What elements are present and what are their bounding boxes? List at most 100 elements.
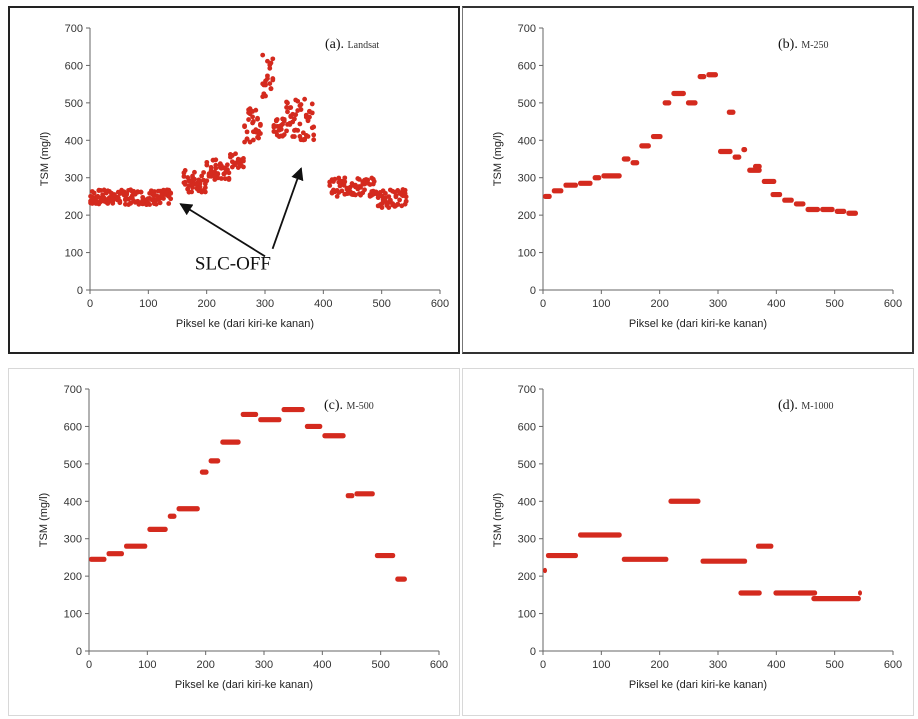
data-point: [226, 175, 232, 181]
data-point: [204, 159, 210, 165]
x-tick-label: 600: [884, 298, 902, 310]
data-point: [250, 114, 255, 120]
data-point: [267, 65, 273, 71]
data-point: [284, 128, 289, 134]
data-point: [270, 76, 276, 81]
y-tick-label: 700: [65, 23, 83, 35]
data-point: [241, 158, 246, 164]
chart-svg: 0 100 200 300 400 500 600 700 0 100 200 300 400 500 60…: [492, 384, 902, 691]
data-point: [224, 162, 230, 168]
data-segment: [545, 552, 578, 559]
y-tick-label: 100: [518, 609, 536, 621]
annotation-arrow: [179, 203, 266, 258]
data-point: [192, 169, 197, 175]
data-point: [339, 188, 345, 194]
data-point: [270, 56, 276, 62]
data-point: [253, 107, 259, 113]
data-point: [192, 176, 197, 182]
data-point: [356, 176, 362, 182]
y-tick-label: 0: [77, 285, 83, 297]
data-point: [297, 121, 303, 127]
x-tick-label: 100: [139, 298, 157, 310]
x-tick-label: 600: [430, 659, 448, 671]
data-point: [218, 176, 224, 181]
data-point: [278, 126, 284, 132]
data-point: [91, 190, 97, 196]
y-tick-label: 200: [65, 210, 83, 222]
data-segment: [322, 433, 346, 439]
x-tick-label: 500: [372, 298, 390, 310]
y-tick-label: 600: [64, 421, 82, 433]
x-tick-label: 0: [540, 659, 546, 671]
data-point: [117, 200, 123, 206]
data-point: [242, 124, 247, 130]
data-segment: [578, 180, 593, 186]
x-tick-label: 0: [86, 659, 92, 671]
data-point: [168, 190, 174, 196]
data-point: [327, 183, 333, 188]
data-point: [267, 81, 273, 86]
data-point: [147, 202, 153, 207]
data-point: [393, 193, 399, 199]
data-point: [307, 114, 312, 120]
data-point: [222, 176, 228, 182]
data-segment: [773, 590, 818, 596]
data-segment: [220, 439, 241, 445]
data-segment: [240, 411, 259, 418]
data-point: [362, 187, 367, 193]
panel-label: (c). M-500: [324, 398, 374, 413]
data-point: [182, 179, 188, 185]
data-segment: [147, 526, 168, 532]
data-segment: [650, 133, 663, 140]
data-segment: [706, 72, 718, 78]
data-point: [309, 110, 315, 116]
annotation-arrow: [271, 167, 304, 250]
data-point: [263, 93, 268, 99]
data-point: [138, 189, 144, 195]
data-point: [298, 102, 304, 107]
data-segment: [782, 197, 794, 203]
data-point: [292, 134, 297, 139]
data-segment: [858, 590, 862, 596]
data-segment: [846, 210, 858, 216]
data-segment: [621, 156, 631, 162]
data-points: [543, 498, 862, 602]
data-point: [403, 198, 409, 204]
data-point: [281, 132, 287, 138]
data-segment: [834, 208, 847, 214]
data-segment: [89, 556, 107, 562]
data-point: [288, 105, 294, 110]
data-segment: [685, 100, 698, 106]
data-segment: [662, 100, 672, 106]
data-segment: [543, 567, 547, 574]
data-point: [305, 134, 311, 139]
y-tick-label: 400: [65, 135, 83, 147]
data-point: [181, 174, 187, 179]
data-point: [215, 175, 221, 181]
data-segment: [304, 423, 323, 430]
data-point: [260, 52, 266, 58]
data-segment: [621, 556, 669, 562]
y-tick-label: 700: [518, 23, 536, 35]
data-segment: [563, 182, 578, 188]
y-tick-label: 0: [530, 646, 536, 658]
data-point: [153, 201, 159, 207]
chart-panel-a: 0 100 200 300 400 500 600 700 0 100 200 300 400 500 60…: [8, 6, 460, 354]
y-tick-label: 600: [65, 60, 83, 72]
data-segment: [258, 417, 282, 423]
data-point: [379, 205, 385, 211]
data-point: [295, 128, 301, 133]
data-point: [295, 98, 301, 104]
data-point: [168, 196, 174, 202]
y-tick-label: 500: [64, 459, 82, 471]
y-tick-label: 700: [64, 384, 82, 396]
data-segment: [630, 160, 640, 166]
data-point: [257, 131, 263, 136]
y-tick-label: 0: [530, 285, 536, 297]
y-tick-label: 500: [518, 98, 536, 110]
data-segment: [738, 590, 762, 596]
data-segment: [805, 206, 821, 213]
data-point: [293, 112, 299, 118]
chart-svg: 0 100 200 300 400 500 600 700 0 100 200 300 400 500 60…: [38, 384, 448, 691]
panel-name: Landsat: [348, 40, 380, 51]
